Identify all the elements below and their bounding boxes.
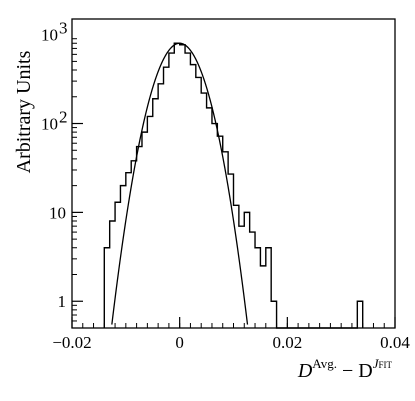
y-tick-label: 10 (41, 26, 58, 45)
x-axis-title-sup1: Avg. (312, 356, 337, 371)
x-axis-title-group: DAvg. − DJFIT (297, 356, 393, 382)
gaussian-fit-curve (111, 42, 249, 325)
x-tick-label: 0.04 (380, 333, 410, 352)
y-tick-label: 10 (49, 203, 66, 222)
x-tick-label: −0.02 (52, 333, 91, 352)
x-axis-title: DAvg. − DJFIT (297, 356, 393, 382)
x-tick-label: 0.02 (272, 333, 302, 352)
y-axis-title: Arbitrary Units (13, 50, 35, 173)
histogram-series (103, 42, 364, 329)
y-tick-exponent: 2 (59, 108, 68, 127)
x-tick-label: 0 (175, 333, 184, 352)
x-axis-title-sup2: J (373, 356, 380, 371)
x-axis-title-minus: − D (337, 360, 373, 382)
y-axis-title-group: Arbitrary Units (13, 50, 35, 173)
y-tick-label: 1 (58, 292, 67, 311)
plot-area (103, 42, 364, 329)
y-tick-exponent: 3 (59, 19, 68, 38)
y-tick-label: 10 (41, 115, 58, 134)
x-axis-title-sup2-sub: FIT (379, 360, 393, 370)
x-axis-ticks: −0.02 0 0.02 0.04 (52, 317, 410, 352)
x-axis-title-main: D (297, 360, 313, 382)
